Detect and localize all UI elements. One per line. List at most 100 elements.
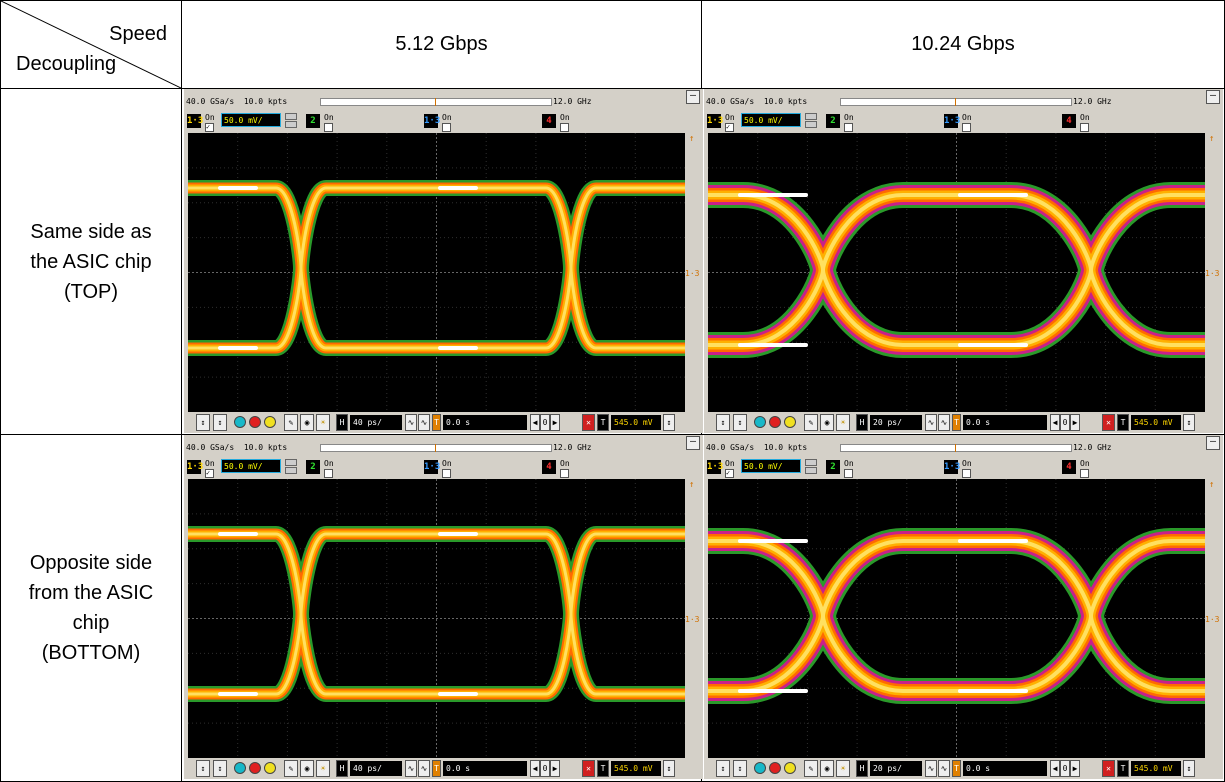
timebase-wave-icon[interactable]: ∿	[925, 760, 937, 777]
channel-3-badge[interactable]: 1·3	[944, 460, 961, 474]
timebase-position-slider[interactable]	[840, 444, 1072, 452]
delay-field[interactable]: 0.0 s	[443, 415, 527, 430]
timebase-wave-icon[interactable]: ∿	[405, 414, 417, 431]
delay-zero-button[interactable]: 0	[1060, 414, 1070, 431]
delay-zero-button[interactable]: 0	[540, 760, 550, 777]
timebase-step-icon[interactable]: ∿	[938, 760, 950, 777]
brightness-icon[interactable]: ☀	[836, 414, 850, 431]
trigger-level-field[interactable]: 545.0 mV	[611, 415, 661, 430]
brightness-icon[interactable]: ☀	[316, 414, 330, 431]
channel-3-on-checkbox[interactable]	[962, 123, 971, 132]
trigger-mode-icon[interactable]: ✕	[1102, 414, 1115, 431]
channel-color-red-icon[interactable]	[769, 416, 781, 428]
channel-color-red-icon[interactable]	[249, 762, 261, 774]
delay-zero-button[interactable]: 0	[1060, 760, 1070, 777]
timebase-step-icon[interactable]: ∿	[418, 414, 430, 431]
timebase-step-icon[interactable]: ∿	[418, 760, 430, 777]
brightness-icon[interactable]: ☀	[316, 760, 330, 777]
delay-right-button[interactable]: ▶	[550, 414, 560, 431]
channel-1-badge[interactable]: 1·3	[187, 460, 204, 474]
trigger-level-stepper[interactable]: ↕	[663, 414, 675, 431]
channel-color-red-icon[interactable]	[249, 416, 261, 428]
channel-color-cyan-icon[interactable]	[234, 416, 246, 428]
channel-color-red-icon[interactable]	[769, 762, 781, 774]
trigger-level-field[interactable]: 545.0 mV	[1131, 415, 1181, 430]
channel-color-yellow-icon[interactable]	[264, 762, 276, 774]
channel-color-cyan-icon[interactable]	[234, 762, 246, 774]
display-icon[interactable]: ◉	[820, 414, 834, 431]
timebase-position-slider[interactable]	[840, 98, 1072, 106]
minimize-button[interactable]: –	[1206, 90, 1220, 104]
trigger-mode-icon[interactable]: ✕	[1102, 760, 1115, 777]
measure-icon[interactable]: ✎	[284, 414, 298, 431]
timebase-field[interactable]: 20 ps/	[870, 415, 922, 430]
vertical-scroll-button[interactable]: ↕	[716, 414, 730, 431]
delay-field[interactable]: 0.0 s	[963, 415, 1047, 430]
trigger-level-stepper[interactable]: ↕	[1183, 760, 1195, 777]
channel-3-badge[interactable]: 1·3	[424, 460, 441, 474]
channel-2-badge[interactable]: 2	[306, 460, 320, 474]
channel-color-yellow-icon[interactable]	[264, 416, 276, 428]
channel-2-on-checkbox[interactable]	[844, 469, 853, 478]
measure-icon[interactable]: ✎	[284, 760, 298, 777]
channel-1-scale-field[interactable]: 50.0 mV/	[221, 113, 281, 127]
channel-4-badge[interactable]: 4	[1062, 460, 1076, 474]
channel-4-on-checkbox[interactable]	[560, 123, 569, 132]
timebase-field[interactable]: 40 ps/	[350, 415, 402, 430]
vertical-scale-button[interactable]: ↕	[213, 414, 227, 431]
channel-1-on-checkbox[interactable]: ✓	[205, 469, 214, 478]
channel-2-on-checkbox[interactable]	[844, 123, 853, 132]
timebase-field[interactable]: 20 ps/	[870, 761, 922, 776]
channel-color-yellow-icon[interactable]	[784, 416, 796, 428]
channel-4-badge[interactable]: 4	[542, 460, 556, 474]
channel-4-badge[interactable]: 4	[542, 114, 556, 128]
channel-1-scale-field[interactable]: 50.0 mV/	[741, 459, 801, 473]
channel-2-on-checkbox[interactable]	[324, 123, 333, 132]
channel-2-badge[interactable]: 2	[826, 114, 840, 128]
delay-field[interactable]: 0.0 s	[963, 761, 1047, 776]
channel-1-scale-field[interactable]: 50.0 mV/	[221, 459, 281, 473]
measure-icon[interactable]: ✎	[804, 760, 818, 777]
scale-up-button[interactable]	[805, 113, 817, 120]
timebase-wave-icon[interactable]: ∿	[405, 760, 417, 777]
channel-1-badge[interactable]: 1·3	[707, 114, 724, 128]
minimize-button[interactable]: –	[1206, 436, 1220, 450]
timebase-field[interactable]: 40 ps/	[350, 761, 402, 776]
channel-3-on-checkbox[interactable]	[962, 469, 971, 478]
trigger-mode-icon[interactable]: ✕	[582, 414, 595, 431]
vertical-scroll-button[interactable]: ↕	[716, 760, 730, 777]
delay-left-button[interactable]: ◀	[530, 414, 540, 431]
channel-color-cyan-icon[interactable]	[754, 416, 766, 428]
delay-right-button[interactable]: ▶	[1070, 414, 1080, 431]
channel-4-badge[interactable]: 4	[1062, 114, 1076, 128]
channel-4-on-checkbox[interactable]	[1080, 469, 1089, 478]
measure-icon[interactable]: ✎	[804, 414, 818, 431]
delay-left-button[interactable]: ◀	[1050, 414, 1060, 431]
trigger-mode-icon[interactable]: ✕	[582, 760, 595, 777]
channel-1-badge[interactable]: 1·3	[187, 114, 204, 128]
channel-1-scale-field[interactable]: 50.0 mV/	[741, 113, 801, 127]
timebase-position-slider[interactable]	[320, 444, 552, 452]
scale-down-button[interactable]	[285, 121, 297, 128]
brightness-icon[interactable]: ☀	[836, 760, 850, 777]
scale-down-button[interactable]	[805, 121, 817, 128]
channel-3-on-checkbox[interactable]	[442, 469, 451, 478]
channel-1-on-checkbox[interactable]: ✓	[725, 123, 734, 132]
scale-up-button[interactable]	[285, 459, 297, 466]
channel-1-on-checkbox[interactable]: ✓	[205, 123, 214, 132]
trigger-level-field[interactable]: 545.0 mV	[1131, 761, 1181, 776]
channel-2-badge[interactable]: 2	[306, 114, 320, 128]
display-icon[interactable]: ◉	[300, 760, 314, 777]
channel-1-on-checkbox[interactable]: ✓	[725, 469, 734, 478]
delay-right-button[interactable]: ▶	[550, 760, 560, 777]
channel-3-badge[interactable]: 1·3	[424, 114, 441, 128]
scale-down-button[interactable]	[805, 467, 817, 474]
timebase-wave-icon[interactable]: ∿	[925, 414, 937, 431]
channel-2-on-checkbox[interactable]	[324, 469, 333, 478]
channel-4-on-checkbox[interactable]	[560, 469, 569, 478]
timebase-step-icon[interactable]: ∿	[938, 414, 950, 431]
vertical-scale-button[interactable]: ↕	[733, 760, 747, 777]
scale-down-button[interactable]	[285, 467, 297, 474]
delay-left-button[interactable]: ◀	[1050, 760, 1060, 777]
scale-up-button[interactable]	[285, 113, 297, 120]
